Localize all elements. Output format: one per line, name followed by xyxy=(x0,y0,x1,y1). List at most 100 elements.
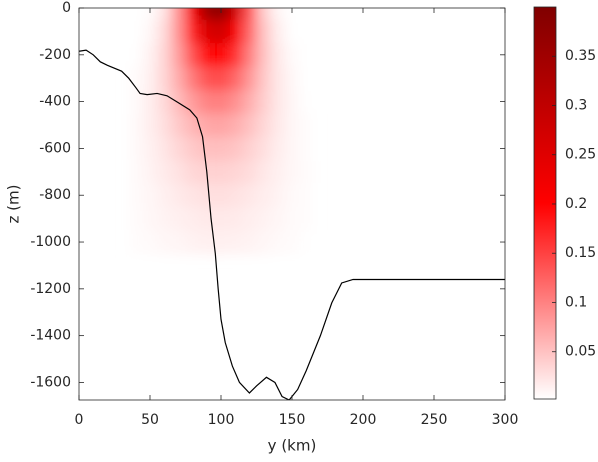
heatmap-cell xyxy=(185,66,201,91)
heatmap-cell xyxy=(284,89,300,114)
y-tick-label: -1400 xyxy=(30,328,71,344)
heatmap-cell xyxy=(157,136,172,161)
heatmap-cell xyxy=(284,160,300,185)
heatmap-cell xyxy=(299,160,314,185)
heatmap-cell xyxy=(299,19,314,44)
heatmap-cell xyxy=(128,206,144,231)
heatmap-cell xyxy=(270,183,286,208)
y-tick-label: -1000 xyxy=(30,234,71,250)
heatmap-cell xyxy=(199,19,215,44)
plot-area xyxy=(79,8,505,400)
bathymetry-line xyxy=(79,49,505,400)
heatmap-cell xyxy=(128,66,144,91)
y-tick-label: -1600 xyxy=(30,374,71,390)
heatmap-cell xyxy=(171,136,186,161)
heatmap-cell xyxy=(157,113,172,138)
heatmap-cell xyxy=(199,43,215,68)
x-tick-label: 0 xyxy=(75,412,84,428)
heatmap-cell xyxy=(142,230,158,255)
heatmap-cell xyxy=(270,89,286,114)
heatmap-cell xyxy=(299,136,314,161)
heatmap-cell xyxy=(228,206,243,231)
heatmap-cell xyxy=(270,160,286,185)
heatmap-cell xyxy=(142,43,158,68)
y-tick-label: 0 xyxy=(62,0,71,16)
heatmap-cell xyxy=(242,113,257,138)
heatmap-cell xyxy=(171,230,186,255)
x-tick-label: 250 xyxy=(421,412,448,428)
y-tick-label: -600 xyxy=(39,140,71,156)
x-axis-label: y (km) xyxy=(268,437,317,455)
heatmap-cell xyxy=(284,113,300,138)
colorbar-tick-label: 0.3 xyxy=(565,97,587,113)
heatmap-cell xyxy=(299,206,314,231)
heatmap-cell xyxy=(256,89,272,114)
heatmap-cell xyxy=(228,183,243,208)
heatmap-cell xyxy=(228,160,243,185)
heatmap-cell xyxy=(142,206,158,231)
heatmap-cell xyxy=(157,160,172,185)
heatmap-cell xyxy=(299,43,314,68)
heatmap-cell xyxy=(256,206,272,231)
colorbar-tick-label: 0.05 xyxy=(565,344,596,360)
heatmap-cell xyxy=(185,206,201,231)
heatmap-cell xyxy=(142,19,158,44)
heatmap-cell xyxy=(284,206,300,231)
heatmap-cell xyxy=(213,230,229,255)
x-tick-label: 100 xyxy=(208,412,235,428)
heatmap-cell xyxy=(157,66,172,91)
heatmap-cell xyxy=(284,183,300,208)
heatmap-cell xyxy=(213,113,229,138)
heatmap-cell xyxy=(270,43,286,68)
x-tick-label: 150 xyxy=(279,412,306,428)
heatmap-cell xyxy=(284,66,300,91)
heatmap-cell xyxy=(299,66,314,91)
heatmap-cell xyxy=(256,136,272,161)
heatmap-cell xyxy=(142,183,158,208)
heatmap-cell xyxy=(284,230,300,255)
heatmap-cell xyxy=(199,89,215,114)
x-tick-label: 300 xyxy=(492,412,519,428)
heatmap-cell xyxy=(157,230,172,255)
colorbar-tick-label: 0.1 xyxy=(565,294,587,310)
heatmap-cell xyxy=(171,160,186,185)
heatmap-cell xyxy=(185,8,201,21)
heatmap-cell xyxy=(242,8,257,21)
heatmap-cell xyxy=(199,8,215,21)
heatmap-cell xyxy=(242,206,257,231)
heatmap-cell xyxy=(128,183,144,208)
heatmap-cell xyxy=(199,66,215,91)
heatmap-cell xyxy=(171,206,186,231)
colorbar xyxy=(533,6,557,400)
y-tick-label: -800 xyxy=(39,187,71,203)
heatmap-cell xyxy=(213,8,229,21)
heatmap-cell xyxy=(256,19,272,44)
heatmap-cell xyxy=(142,113,158,138)
heatmap-cell xyxy=(256,230,272,255)
heatmap-cell xyxy=(256,66,272,91)
heatmap-cell xyxy=(199,183,215,208)
heatmap-cell xyxy=(213,89,229,114)
x-tick-label: 50 xyxy=(141,412,159,428)
heatmap-cell xyxy=(185,113,201,138)
colorbar-tick-label: 0.35 xyxy=(565,48,596,64)
heatmap-cell xyxy=(242,160,257,185)
heatmap-cell xyxy=(256,183,272,208)
heatmap-cell xyxy=(157,206,172,231)
heatmap-cell xyxy=(128,230,144,255)
heatmap-cell xyxy=(284,43,300,68)
heatmap-cell xyxy=(142,66,158,91)
heatmap-cell xyxy=(171,8,186,21)
heatmap-cell xyxy=(213,43,229,68)
heatmap-cell xyxy=(299,230,314,255)
heatmap-cell xyxy=(270,113,286,138)
heatmap-cell xyxy=(242,66,257,91)
heatmap-cell xyxy=(242,19,257,44)
y-tick-label: -1200 xyxy=(30,281,71,297)
heatmap-cell xyxy=(284,19,300,44)
heatmap-cell xyxy=(199,230,215,255)
heatmap-cell xyxy=(213,66,229,91)
heatmap-cell xyxy=(199,136,215,161)
heatmap-cell xyxy=(128,43,144,68)
